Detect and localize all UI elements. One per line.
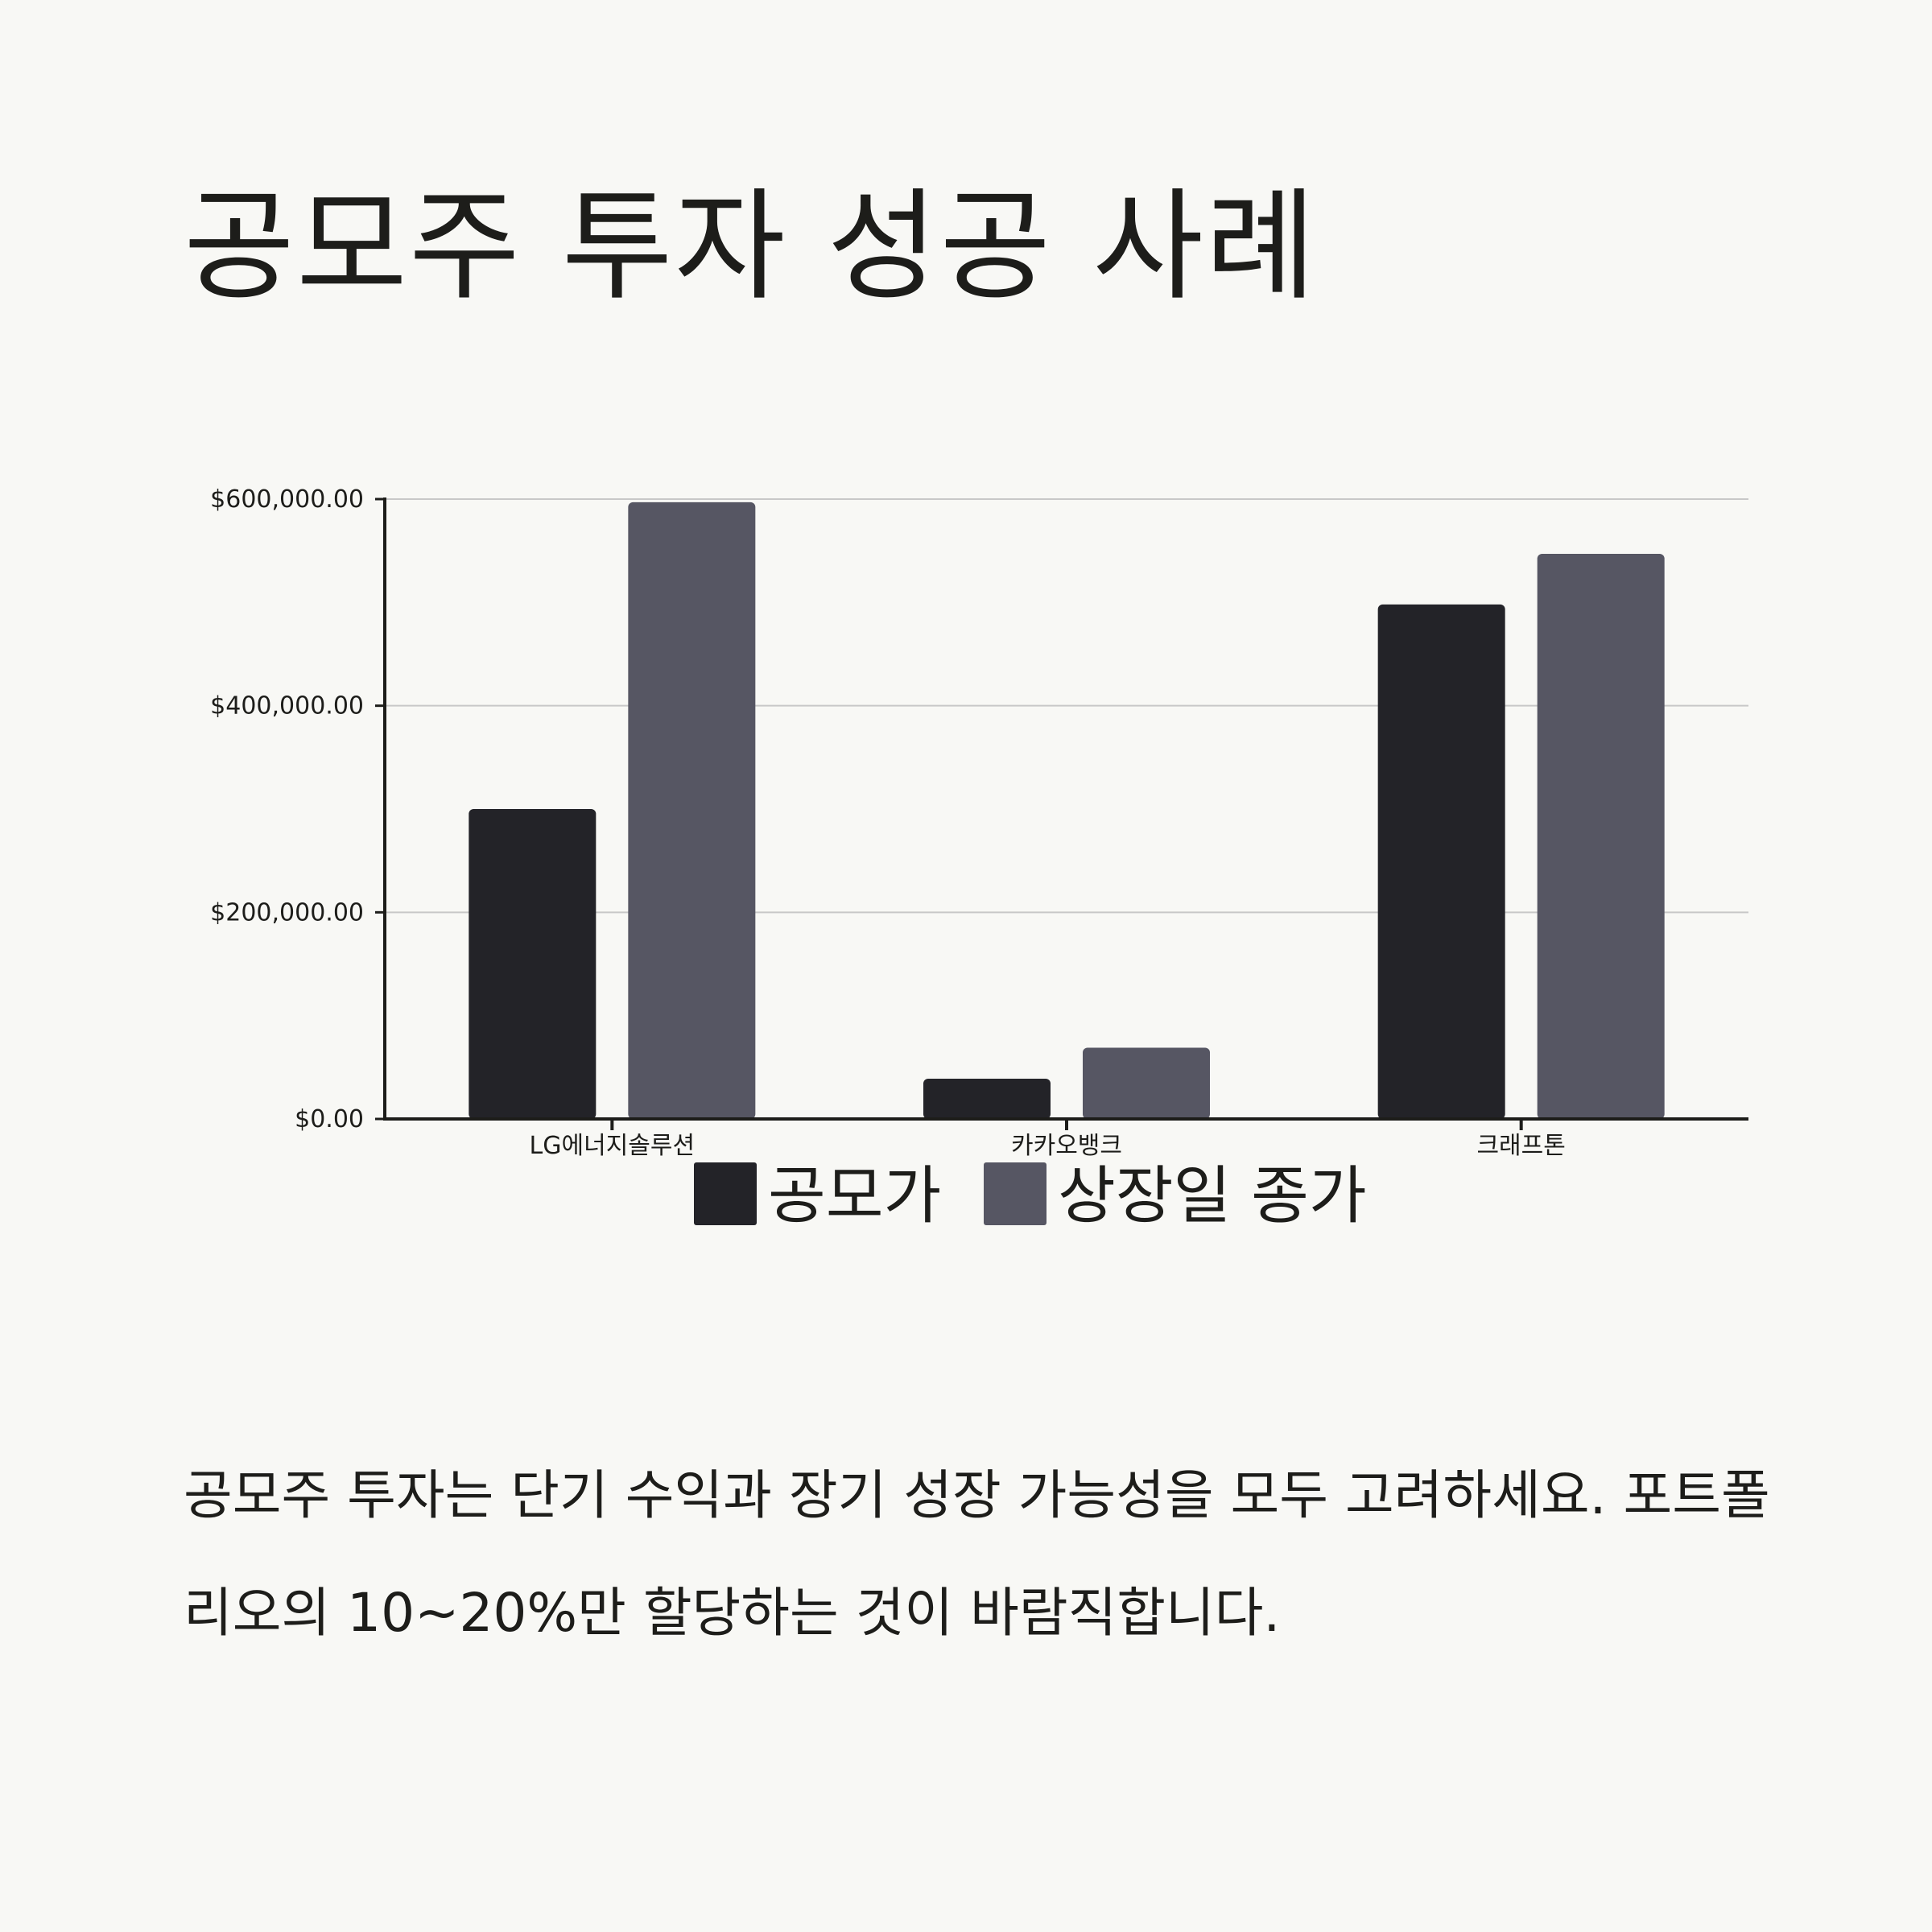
- grid-lines: [385, 498, 1748, 914]
- x-tick-label: LG에너지솔루션: [530, 1132, 696, 1160]
- page-title: 공모주 투자 성공 사례: [184, 177, 1319, 317]
- legend-swatch: [984, 1162, 1046, 1225]
- x-tick-label: 크래프톤: [1476, 1132, 1565, 1160]
- ipo-bar-chart: $0.00 $200,000.00 $400,000.00 $600,000.00 LG…: [210, 485, 1748, 1232]
- axes: $0.00 $200,000.00 $400,000.00 $600,000.00 LG…: [210, 485, 1748, 1160]
- bar-listing-close: [1083, 1047, 1210, 1119]
- bar-ipo-price: [1377, 604, 1505, 1119]
- legend-label: 상장일 종가: [1058, 1160, 1367, 1232]
- legend: 공모가 상장일 종가: [694, 1160, 1367, 1232]
- advice-paragraph: 공모주 투자는 단기 수익과 장기 성장 가능성을 모두 고려하세요. 포트폴리…: [184, 1464, 1770, 1644]
- bar-listing-close: [1537, 554, 1665, 1119]
- legend-swatch: [694, 1162, 757, 1225]
- bar-ipo-price: [469, 809, 597, 1119]
- y-tick-label: $200,000.00: [210, 898, 364, 927]
- bar-listing-close: [628, 502, 756, 1119]
- bars: [469, 502, 1665, 1119]
- y-tick-label: $0.00: [295, 1105, 364, 1133]
- y-tick-label: $600,000.00: [210, 485, 364, 514]
- x-tick-label: 카카오뱅크: [1011, 1132, 1122, 1160]
- legend-label: 공모가: [768, 1160, 941, 1232]
- bar-ipo-price: [923, 1078, 1051, 1119]
- y-tick-label: $400,000.00: [210, 692, 364, 720]
